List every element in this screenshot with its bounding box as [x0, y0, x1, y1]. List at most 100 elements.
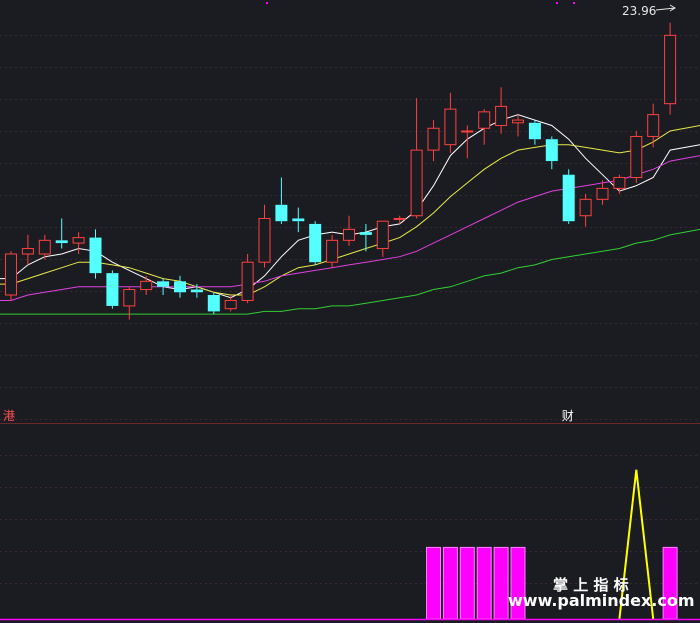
candle-body [224, 299, 237, 310]
event-marker: 财 [562, 409, 574, 423]
candle [359, 223, 372, 252]
candle [292, 207, 305, 233]
candle [343, 215, 355, 246]
candle-body [275, 204, 288, 222]
candle [106, 270, 119, 309]
candle [444, 92, 457, 153]
indicator-line [618, 469, 655, 620]
candle-body [630, 135, 643, 178]
watermark-title: 掌 上 指 标 [553, 576, 629, 594]
candlestick-layer [5, 22, 677, 320]
candle [393, 215, 406, 224]
indicator-bar [442, 546, 458, 620]
candle [5, 251, 17, 301]
indicator-grid [0, 455, 700, 584]
candle-body [545, 139, 558, 162]
candle-body [495, 105, 508, 127]
candle-body [410, 149, 423, 217]
candle [157, 278, 170, 295]
candle [495, 87, 508, 134]
candle-body [292, 218, 305, 222]
candle [664, 22, 677, 115]
candle-body [596, 187, 609, 200]
candle-body [21, 248, 34, 255]
candle-body [106, 273, 119, 306]
candle [190, 284, 203, 298]
candle-body [664, 34, 677, 105]
indicator-bar [476, 546, 492, 620]
indicator-bar [426, 546, 441, 620]
moving-average-line [0, 228, 700, 315]
candle [376, 220, 389, 257]
candle-body [309, 223, 322, 263]
candle-body [427, 127, 440, 151]
candle-body [579, 198, 592, 217]
candle [579, 193, 592, 227]
candle-body [393, 217, 406, 220]
moving-average-line [0, 155, 700, 301]
candle-body [326, 239, 339, 263]
indicator-bar [493, 546, 509, 620]
candle-body [241, 261, 254, 301]
candle [224, 295, 237, 312]
candle [647, 103, 660, 148]
candle-body [55, 240, 68, 244]
candle [140, 275, 153, 295]
candle [410, 98, 423, 219]
candle-body [461, 130, 474, 133]
candle [528, 120, 541, 145]
candle [613, 174, 626, 194]
candle-body [376, 220, 389, 250]
candle [427, 120, 440, 162]
candle [174, 275, 186, 298]
indicator-bar [459, 546, 475, 620]
event-marker-layer: 港财 [3, 409, 574, 423]
indicator-layer [426, 469, 678, 620]
candle [72, 232, 85, 254]
candle [258, 204, 271, 268]
watermark-url: www.palmindex.com [508, 591, 695, 610]
candle [512, 114, 524, 137]
candle-body [562, 174, 575, 222]
candle-body [207, 295, 220, 312]
candle [21, 234, 34, 265]
candle-body [190, 289, 203, 293]
last-price-label: 23.96 [622, 4, 656, 18]
candle [123, 286, 136, 320]
candle-body [89, 237, 102, 274]
moving-average-layer [0, 114, 700, 315]
candle [461, 125, 474, 159]
candle [562, 169, 575, 224]
main-grid [0, 35, 700, 420]
candle-body [140, 280, 153, 291]
candle [309, 221, 322, 265]
moving-average-line [0, 114, 700, 299]
moving-average-line [0, 125, 700, 296]
candle [596, 180, 609, 205]
last-price-arrow [655, 4, 676, 12]
candle [207, 292, 220, 315]
candle-body [38, 239, 51, 255]
candle-body [512, 119, 524, 124]
candle-body [647, 114, 660, 137]
candle [630, 131, 643, 183]
event-marker: 港 [3, 409, 15, 423]
candle-body [359, 232, 372, 235]
candle [545, 136, 558, 170]
candle-body [123, 289, 136, 307]
candle [326, 234, 339, 268]
candle-body [5, 253, 17, 296]
candle [478, 109, 491, 145]
candle [275, 177, 288, 224]
candle-body [72, 237, 85, 244]
candle [55, 218, 68, 249]
candle [241, 254, 254, 304]
candle-body [343, 228, 355, 241]
candle [89, 229, 102, 279]
candle-body [157, 281, 170, 287]
candle-body [528, 122, 541, 140]
candle-body [174, 281, 186, 293]
candle-body [613, 176, 626, 189]
candle-body [258, 217, 271, 263]
